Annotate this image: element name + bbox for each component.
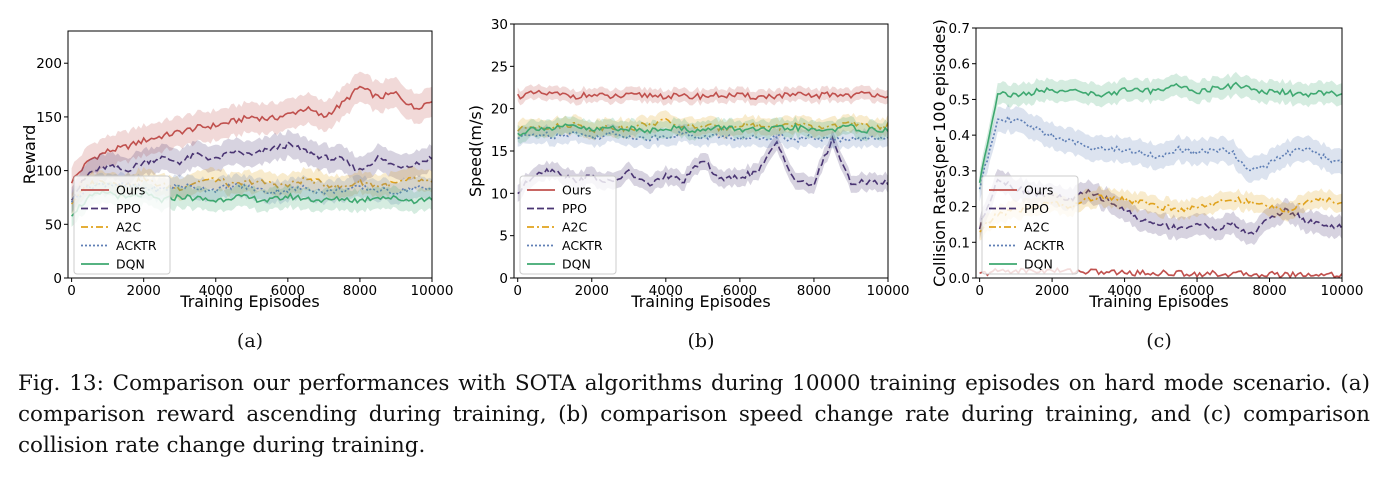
legend-label-ppo: PPO <box>116 201 141 216</box>
series-line-ppo <box>70 140 432 201</box>
axes-frame <box>975 27 1343 279</box>
x-axis-label: Training Episodes <box>179 292 319 311</box>
x-tick-label: 0 <box>513 283 522 299</box>
y-tick-label: 25 <box>491 59 508 75</box>
y-tick-label: 100 <box>36 164 62 180</box>
y-tick-label: 0.0 <box>949 271 970 287</box>
chart-panel-b: 0 2000 4000 6000 8000 10000 0 5 10 15 20 25 30 Traini… <box>466 17 909 352</box>
y-tick-label: 15 <box>491 144 508 160</box>
legend-label-ppo: PPO <box>562 201 587 216</box>
legend-label-ours: Ours <box>116 183 145 198</box>
legend-label-acktr: ACKTR <box>1024 238 1065 253</box>
y-tick-label: 0 <box>499 271 508 287</box>
legend-label-ppo: PPO <box>1024 201 1049 216</box>
x-tick-label: 6000 <box>723 283 757 299</box>
series-line-ppo <box>978 178 1342 236</box>
legend-box <box>73 175 171 275</box>
series-line-ours <box>517 89 888 101</box>
y-tick-label: 0 <box>53 271 62 287</box>
y-axis-label: Speed(m/s) <box>466 105 485 197</box>
band-acktr <box>979 104 1342 202</box>
legend-label-acktr: ACKTR <box>562 238 603 253</box>
chart-panel-a: 0 2000 4000 6000 8000 10000 0 50 100 150 200 Traini… <box>20 30 454 352</box>
band-dqn <box>979 71 1342 194</box>
series-line-acktr <box>70 181 432 203</box>
x-tick-label: 4000 <box>649 283 683 299</box>
x-tick-label: 10000 <box>411 283 454 299</box>
band-acktr <box>517 123 888 151</box>
x-tick-label: 6000 <box>1180 283 1214 299</box>
legend-label-a2c: A2C <box>116 220 142 235</box>
figure-13: 0 2000 4000 6000 8000 10000050100150200Traini… <box>20 17 1363 352</box>
x-axis-label: Training Episodes <box>630 292 770 311</box>
x-tick-label: 10000 <box>1321 283 1364 299</box>
y-tick-label: 150 <box>36 110 62 126</box>
y-tick-label: 30 <box>491 17 508 33</box>
subfigure-label: (b) <box>688 330 715 352</box>
legend-label-ours: Ours <box>1024 183 1053 198</box>
legend-label-ours: Ours <box>562 183 591 198</box>
y-tick-label: 0.7 <box>949 21 970 37</box>
band-ppo <box>71 129 432 214</box>
x-tick-label: 2000 <box>1035 283 1069 299</box>
y-axis-label: Reward <box>20 125 39 185</box>
series-line-acktr <box>517 130 888 144</box>
axes-frame <box>67 30 433 279</box>
y-tick-label: 20 <box>491 102 508 118</box>
legend-box <box>519 175 617 275</box>
legend-box <box>981 175 1079 275</box>
x-tick-label: 2000 <box>127 283 161 299</box>
x-tick-label: 10000 <box>867 283 910 299</box>
series-line-acktr <box>978 114 1342 190</box>
x-tick-label: 0 <box>975 283 984 299</box>
y-tick-label: 0.1 <box>949 235 970 251</box>
y-tick-label: 0.2 <box>949 200 970 216</box>
y-tick-label: 200 <box>36 56 62 72</box>
x-tick-label: 8000 <box>797 283 831 299</box>
figure-caption: Fig. 13: Comparison our performances wit… <box>18 371 1370 458</box>
y-tick-label: 0.4 <box>949 128 970 144</box>
y-tick-label: 0.5 <box>949 92 970 108</box>
legend-label-dqn: DQN <box>1024 257 1053 272</box>
legend-label-acktr: ACKTR <box>116 238 157 253</box>
y-tick-label: 5 <box>499 229 508 245</box>
y-tick-label: 10 <box>491 186 508 202</box>
legend-label-a2c: A2C <box>562 220 588 235</box>
legend-label-dqn: DQN <box>562 257 591 272</box>
x-tick-label: 6000 <box>271 283 305 299</box>
y-tick-label: 50 <box>45 217 62 233</box>
series-line-a2c <box>517 117 888 134</box>
y-tick-label: 0.3 <box>949 164 970 180</box>
x-tick-label: 4000 <box>199 283 233 299</box>
x-tick-label: 0 <box>67 283 76 299</box>
subfigure-label: (c) <box>1146 330 1171 352</box>
legend-label-dqn: DQN <box>116 257 145 272</box>
x-tick-label: 4000 <box>1107 283 1141 299</box>
legend-label-a2c: A2C <box>1024 220 1050 235</box>
y-tick-label: 0.6 <box>949 57 970 73</box>
chart-panel-c: 0 2000 4000 6000 8000 10000 0.0 0.1 0.2 0.3 0.4 0.5… <box>930 19 1363 352</box>
series-line-dqn <box>517 122 888 137</box>
x-tick-label: 8000 <box>1252 283 1286 299</box>
y-axis-label: Collision Rates(per 100 episodes) <box>930 19 949 287</box>
subfigure-label: (a) <box>237 330 263 352</box>
series-line-ours <box>70 85 432 184</box>
x-tick-label: 8000 <box>343 283 377 299</box>
series-line-a2c <box>70 175 432 205</box>
x-tick-label: 2000 <box>575 283 609 299</box>
series-line-dqn <box>978 81 1342 183</box>
x-axis-label: Training Episodes <box>1088 292 1228 311</box>
